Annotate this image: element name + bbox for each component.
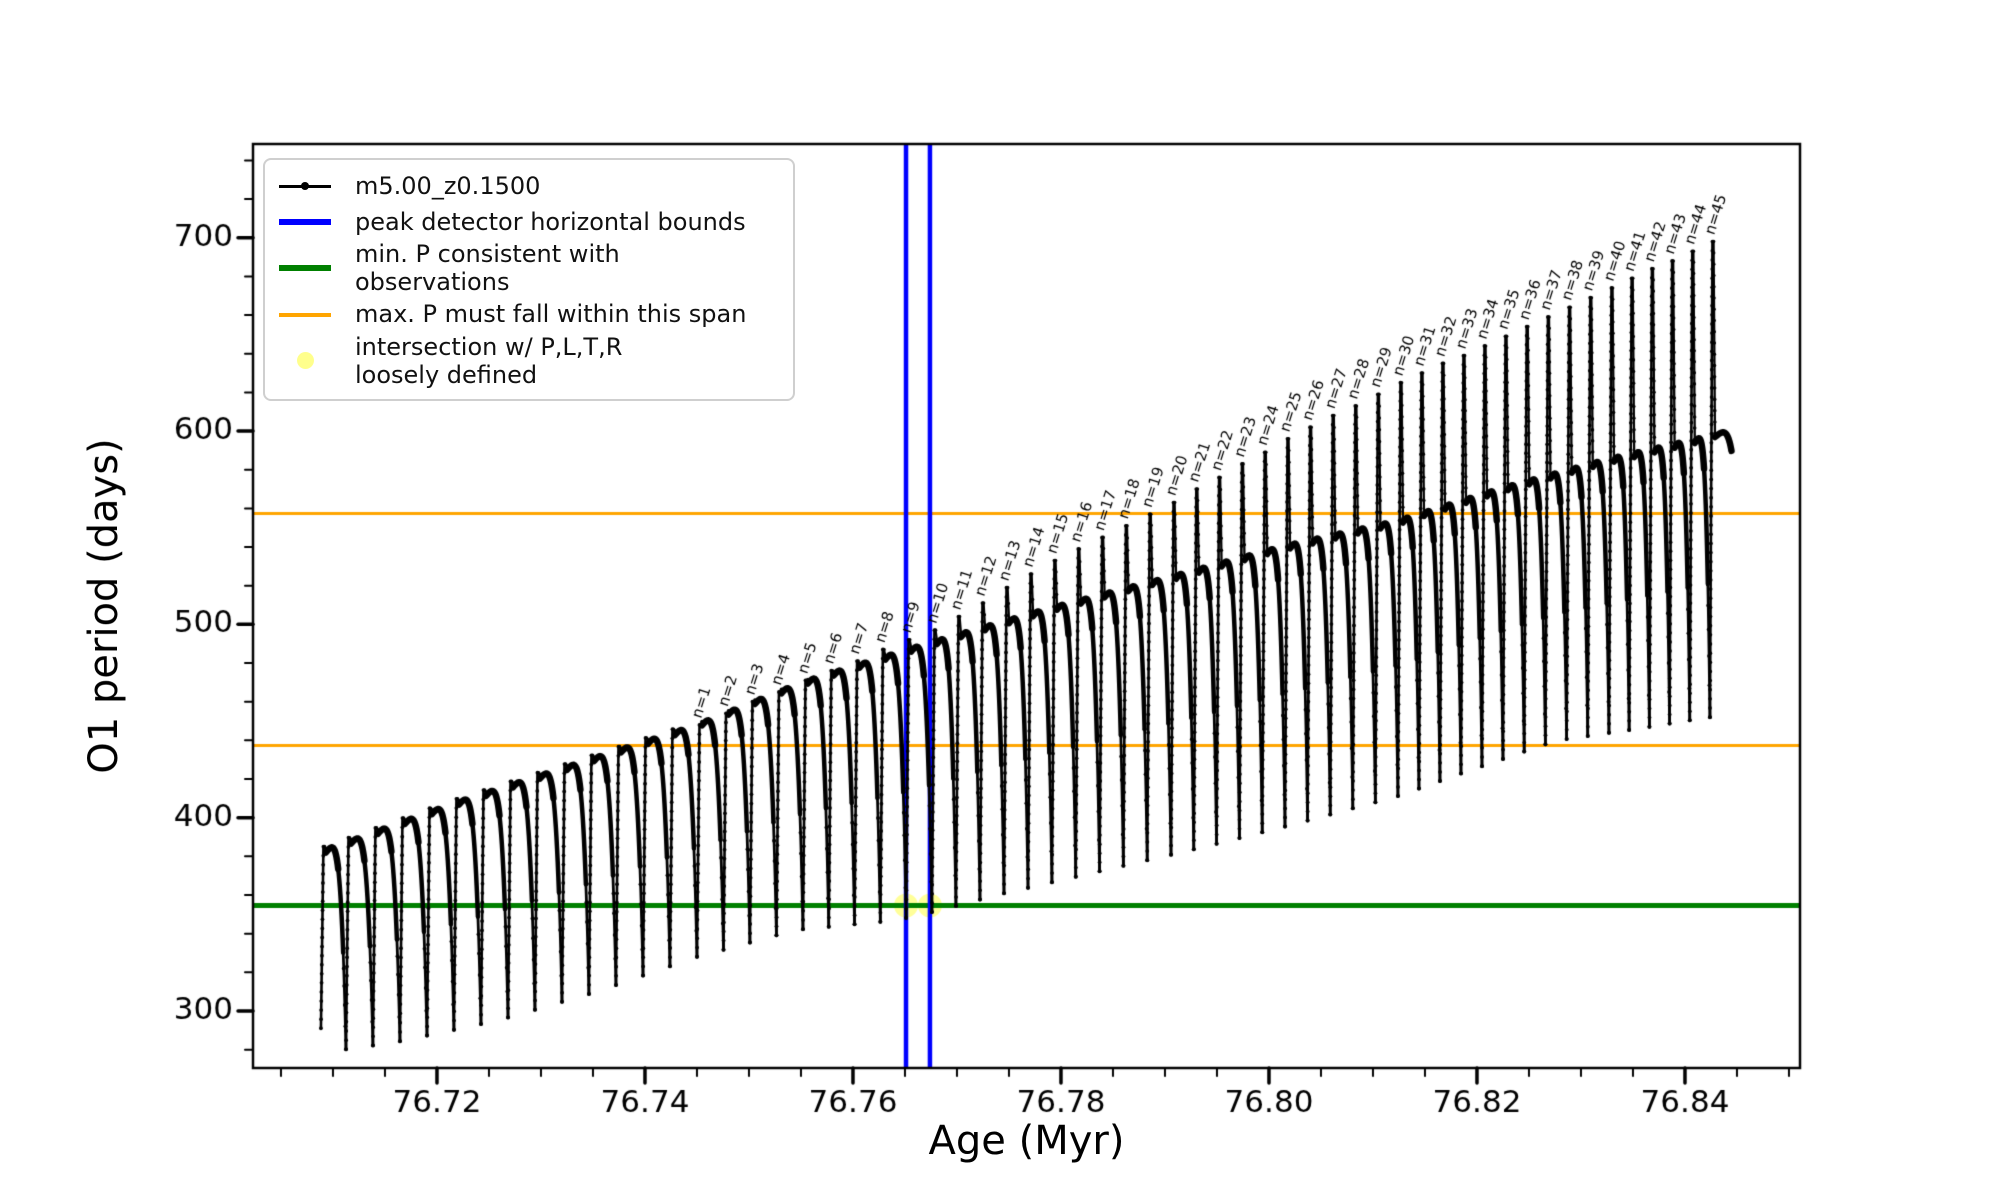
blue-line-icon bbox=[279, 210, 331, 234]
legend-label-peak-detector: peak detector horizontal bounds bbox=[355, 207, 746, 236]
legend-label-max-p: max. P must fall within this span bbox=[355, 300, 747, 329]
legend-row-min-p: min. P consistent with observations bbox=[279, 240, 777, 297]
orange-line-icon bbox=[279, 303, 331, 327]
y-axis-title: O1 period (days) bbox=[81, 438, 127, 774]
green-line-icon bbox=[279, 256, 331, 280]
legend: m5.00_z0.1500 peak detector horizontal b… bbox=[263, 158, 795, 402]
legend-row-peak-detector: peak detector horizontal bounds bbox=[279, 204, 777, 240]
legend-row-series: m5.00_z0.1500 bbox=[279, 168, 777, 204]
series-line-marker-icon bbox=[279, 174, 331, 198]
legend-label-min-p: min. P consistent with observations bbox=[355, 240, 620, 297]
legend-label-intersection: intersection w/ P,L,T,R loosely defined bbox=[355, 332, 623, 389]
legend-row-intersection: intersection w/ P,L,T,R loosely defined bbox=[279, 333, 777, 390]
yellow-dot-icon bbox=[279, 349, 331, 373]
legend-label-series: m5.00_z0.1500 bbox=[355, 171, 541, 200]
x-axis-title: Age (Myr) bbox=[928, 1118, 1125, 1164]
legend-row-max-p: max. P must fall within this span bbox=[279, 297, 777, 333]
